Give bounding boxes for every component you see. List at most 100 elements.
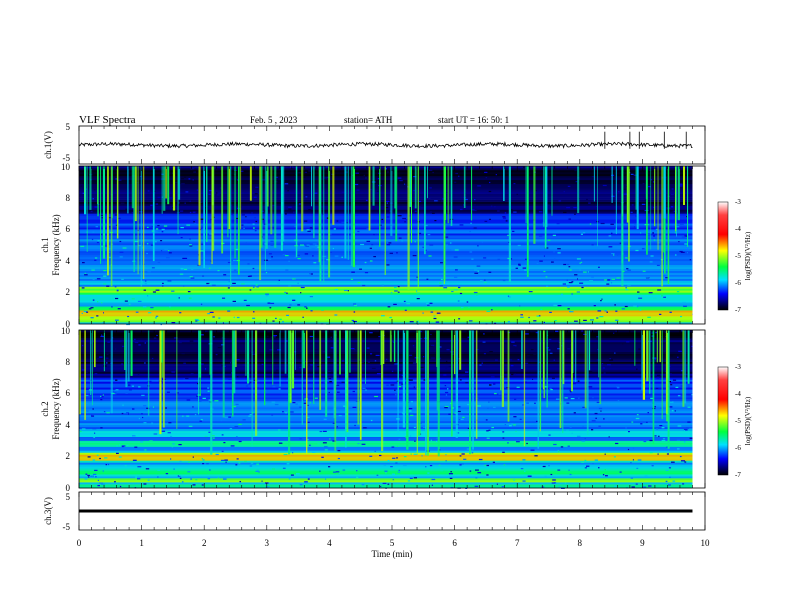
ch2-spec-speckle [560, 446, 564, 448]
ch2-spec-sferic [652, 330, 655, 445]
ch2-spec-speckle [430, 333, 432, 336]
ch1-spec-speckle [371, 244, 374, 246]
ch1-spec-speckle [528, 316, 530, 319]
ch2-spec-speckle [146, 407, 149, 409]
ch1-spec-speckle [365, 199, 368, 201]
ch2-spec-freq-row [79, 363, 693, 366]
ch2-spec-sferic [279, 330, 281, 387]
ch2-spec-freq-row [79, 438, 693, 441]
ch1-spec-speckle [309, 296, 313, 298]
ch1-spec-speckle [516, 193, 518, 195]
ch1-spec-speckle [329, 233, 332, 235]
ch2-spec-freq-row [79, 426, 693, 430]
ch2-spec-speckle [85, 473, 88, 475]
ch1-spec-speckle [265, 295, 269, 297]
ch2-spec-speckle [407, 480, 411, 482]
ch2-spec-speckle [224, 417, 228, 419]
ch2-spec-freq-row [79, 460, 693, 463]
ch2-spec-freq-row [79, 442, 693, 445]
ch2-spec-speckle [655, 332, 658, 334]
x-tick-label: 7 [515, 538, 520, 548]
ch1-spec-speckle [180, 237, 183, 239]
ch1-spec-speckle [497, 210, 500, 212]
ch2-spec-speckle [459, 455, 462, 457]
ch2-spec-speckle [236, 436, 238, 438]
ch2-spec-speckle [423, 379, 427, 381]
ch2-spec-speckle [92, 408, 94, 410]
ch1-spec-speckle [404, 183, 406, 185]
ch1-spec-speckle [341, 221, 346, 223]
ch1-spec-sferic [675, 166, 677, 232]
ch1-spec-speckle [648, 292, 653, 294]
ch2-spec-speckle [307, 478, 310, 480]
ch1-spec-speckle [491, 309, 493, 311]
ch1-spec-speckle [111, 306, 113, 308]
ch2-ytick-0: 0 [66, 483, 71, 493]
ch2-spec-speckle [526, 442, 528, 445]
ch2-spec-speckle [557, 449, 560, 452]
ch1-spec-speckle [114, 214, 117, 216]
ch2-spec-speckle [451, 407, 455, 409]
ch1-spec-speckle [322, 220, 327, 222]
ch1-spec-speckle [513, 211, 517, 213]
ch1-spec-speckle [241, 283, 245, 285]
ch2-spec-speckle [498, 393, 502, 395]
ch2-spec-speckle [231, 372, 233, 374]
ch1-spec-speckle [157, 230, 161, 232]
ch2-spec-speckle [420, 366, 424, 368]
ch2-spec-speckle [99, 457, 101, 460]
ch2-spec-sferic [110, 330, 113, 414]
ch1-spec-sferic [544, 166, 547, 249]
ch2-spec-speckle [608, 436, 610, 438]
ch2-spec-speckle [431, 357, 435, 359]
ch1-spec-speckle [187, 291, 191, 293]
ch1-spec-speckle [286, 314, 289, 316]
ch2-spec-freq-row [79, 373, 693, 376]
ch2-spec-speckle [114, 481, 116, 483]
ch2-spec-speckle [459, 379, 462, 381]
ch2-spec-speckle [460, 463, 464, 465]
ch2-spec-speckle [438, 357, 442, 359]
ch1-spec-speckle [536, 262, 539, 264]
ch1-spec-speckle [313, 262, 317, 264]
ch1-spec-speckle [222, 297, 226, 299]
ch1-spec-speckle [440, 262, 443, 264]
ch1-spec-speckle [202, 228, 204, 230]
ch2-spec-speckle [669, 373, 672, 375]
ch2-spec-speckle [183, 378, 186, 380]
ch2-spec-speckle [387, 483, 390, 485]
ch1-spec-speckle [360, 243, 365, 246]
ch1-spec-speckle [146, 226, 149, 228]
ch1-spec-speckle [579, 282, 584, 284]
ch2-spec-speckle [182, 415, 184, 417]
ch1-spec-sferic [650, 166, 652, 250]
ch2-spec-speckle [436, 440, 438, 442]
ch1-spec-speckle [184, 202, 186, 204]
ch1-spec-speckle [466, 301, 469, 303]
ch2-spec-speckle [132, 435, 136, 437]
ch1-spec-speckle [96, 278, 101, 280]
ch1-spec-speckle [284, 291, 286, 293]
ch1-spec-speckle [253, 286, 255, 288]
ch1-spec-speckle [538, 211, 543, 213]
ch2-spec-speckle [430, 344, 435, 346]
ch2-spec-speckle [598, 425, 601, 427]
ch2-spec-sferic [381, 330, 384, 452]
ch1-spec-sferic [447, 166, 450, 224]
ch2-spec-speckle [534, 455, 538, 457]
ch1-spec-speckle [471, 258, 474, 260]
ch1-spec-speckle [611, 282, 613, 284]
ch1-spec-speckle [432, 171, 434, 174]
ch1-spec-freq-row [79, 284, 693, 287]
ch1-spec-speckle [485, 177, 488, 179]
ch1-spec-speckle [208, 190, 213, 192]
ch2-spec-freq-row [79, 377, 693, 380]
ch1-spec-sferic [266, 166, 268, 249]
ch2-spec-speckle [235, 403, 239, 405]
ch2-spec-speckle [601, 363, 604, 365]
ch2-spec-speckle [244, 460, 247, 462]
ch1-spec-speckle [513, 183, 516, 185]
ch2-spec-freq-row [79, 454, 693, 457]
ch2-spec-speckle [202, 459, 205, 461]
ch2-spec-sferic [543, 330, 545, 399]
